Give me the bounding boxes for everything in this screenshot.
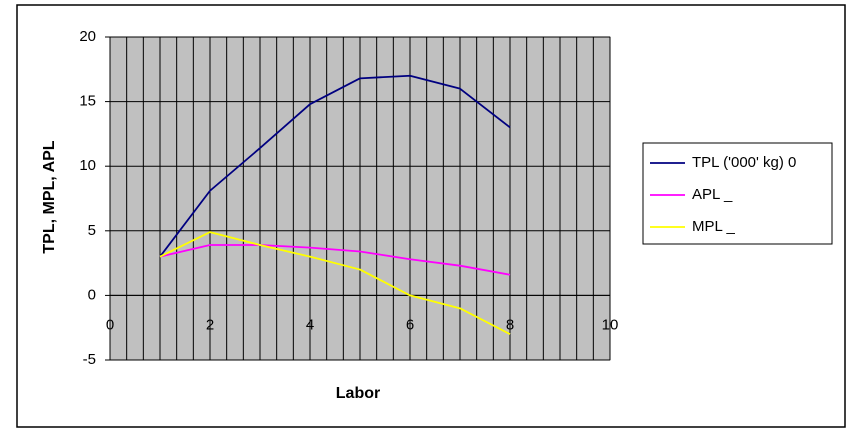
series-line — [159, 74, 511, 258]
x-axis-title: Labor — [336, 385, 380, 402]
series-line — [159, 231, 511, 335]
series-line — [159, 244, 511, 276]
y-tick-label: -5 — [83, 351, 96, 368]
y-axis-title: TPL, MPL, APL — [41, 140, 58, 253]
legend-label: MPL _ — [692, 218, 735, 235]
y-tick-label: 10 — [79, 157, 96, 174]
x-tick-label: 4 — [306, 316, 314, 333]
legend-label: TPL ('000' kg) 0 — [692, 154, 796, 171]
y-tick-label: 5 — [88, 222, 96, 239]
x-tick-label: 0 — [106, 316, 114, 333]
y-tick-label: 15 — [79, 93, 96, 110]
x-tick-label: 8 — [506, 316, 514, 333]
y-tick-label: 0 — [88, 286, 96, 303]
x-tick-label: 10 — [602, 316, 619, 333]
x-tick-label: 2 — [206, 316, 214, 333]
y-tick-label: 20 — [79, 28, 96, 45]
x-tick-label: 6 — [406, 316, 414, 333]
legend-label: APL _ — [692, 186, 733, 203]
